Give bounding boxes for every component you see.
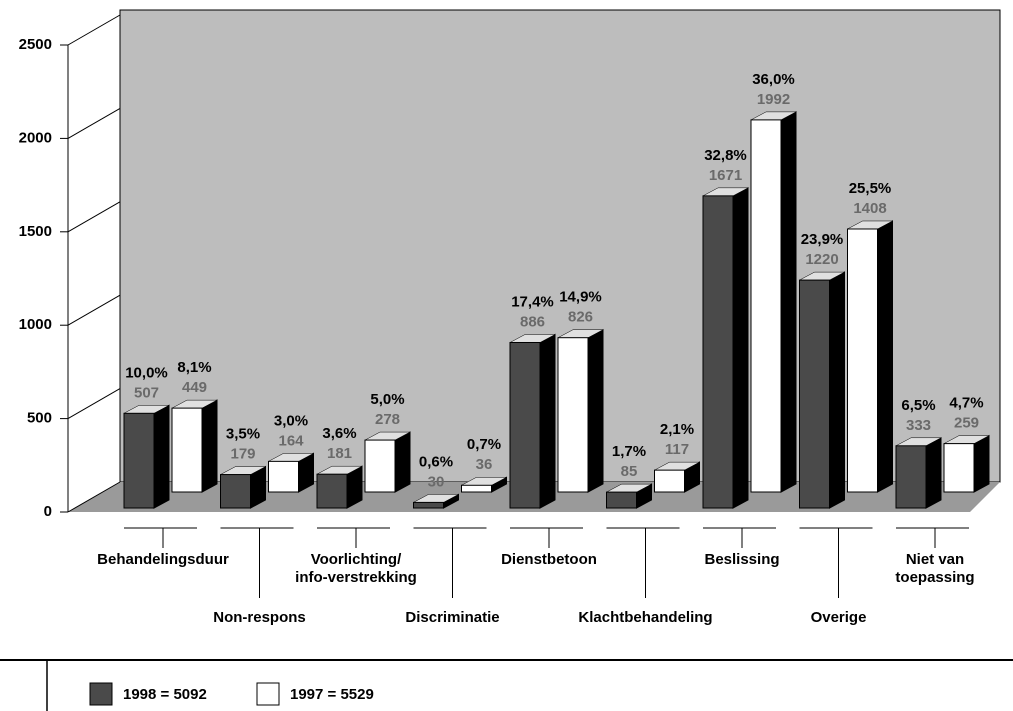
- bar: [509, 341, 541, 509]
- x-tick-label: Non-respons: [213, 609, 306, 626]
- y-tick-label: 2000: [19, 129, 52, 146]
- x-tick-label: Behandelingsduur: [97, 551, 229, 568]
- grid-line: [67, 14, 121, 46]
- x-tick-label: Beslissing: [704, 551, 780, 568]
- bar-side: [780, 111, 797, 493]
- percent-label: 25,5%: [849, 180, 892, 197]
- percent-label: 6,5%: [901, 397, 935, 414]
- bar-side: [732, 187, 749, 509]
- percent-label: 3,0%: [274, 412, 308, 429]
- percent-label: 23,9%: [801, 231, 844, 248]
- data-label: 36: [476, 456, 493, 473]
- bar: [799, 279, 830, 509]
- data-label: 333: [906, 417, 931, 434]
- bar: [895, 445, 927, 509]
- x-tick-label: Dienstbetoon: [501, 551, 597, 568]
- bar: [461, 484, 492, 493]
- bar: [654, 469, 685, 493]
- bar: [123, 412, 155, 509]
- data-label: 117: [665, 441, 689, 458]
- legend-label: 1997 = 5529: [290, 686, 374, 703]
- percent-label: 2,1%: [660, 421, 694, 438]
- data-label: 85: [621, 463, 638, 480]
- bar-side: [539, 333, 556, 509]
- data-label: 1992: [757, 91, 790, 108]
- percent-label: 3,5%: [226, 426, 260, 443]
- bar: [557, 337, 589, 493]
- percent-label: 3,6%: [322, 425, 356, 442]
- bar: [943, 443, 975, 493]
- data-label: 164: [278, 432, 304, 449]
- bar: [413, 501, 444, 509]
- data-label: 886: [520, 313, 545, 330]
- bar: [606, 491, 637, 509]
- bar: [316, 473, 348, 509]
- data-label: 826: [568, 309, 593, 326]
- y-tick-label: 1500: [19, 223, 52, 240]
- percent-label: 36,0%: [752, 71, 795, 88]
- percent-label: 0,6%: [419, 453, 453, 470]
- grid-line: [67, 481, 121, 513]
- bar: [171, 407, 203, 493]
- bar-side: [829, 271, 845, 509]
- percent-label: 4,7%: [949, 395, 983, 412]
- y-tick-label: 0: [44, 503, 52, 520]
- y-tick-label: 1000: [19, 316, 52, 333]
- legend-swatch: [256, 682, 280, 706]
- x-tick-label: Niet van toepassing: [895, 551, 975, 586]
- data-label: 179: [230, 446, 255, 463]
- bar-side: [973, 434, 990, 493]
- data-label: 507: [134, 384, 159, 401]
- bar: [268, 460, 299, 493]
- data-label: 1671: [709, 167, 742, 184]
- bar-side: [925, 436, 942, 509]
- bar: [702, 195, 734, 509]
- x-tick-label: Discriminatie: [405, 609, 500, 626]
- data-label: 259: [954, 415, 979, 432]
- grid-line: [67, 388, 121, 420]
- bar: [750, 119, 782, 493]
- percent-label: 14,9%: [559, 289, 602, 306]
- bar-side: [153, 404, 170, 509]
- percent-label: 1,7%: [612, 443, 646, 460]
- percent-label: 32,8%: [704, 147, 747, 164]
- grid-line: [67, 201, 121, 233]
- bar: [364, 439, 396, 493]
- y-tick-label: 2500: [19, 36, 52, 53]
- y-tick-label: 500: [27, 410, 52, 427]
- bar-side: [587, 328, 604, 493]
- grid-line: [67, 107, 121, 139]
- legend-label: 1998 = 5092: [123, 686, 207, 703]
- grid-line: [67, 294, 121, 326]
- bar-side: [201, 399, 218, 493]
- bar-side: [394, 431, 411, 493]
- data-label: 1220: [805, 251, 838, 268]
- percent-label: 5,0%: [370, 391, 404, 408]
- x-tick-label: Klachtbehandeling: [578, 609, 713, 626]
- data-label: 449: [182, 379, 207, 396]
- data-label: 30: [428, 473, 445, 490]
- bar-side: [877, 220, 893, 493]
- percent-label: 17,4%: [511, 293, 554, 310]
- x-tick-label: Overige: [810, 609, 867, 626]
- bar: [220, 474, 251, 509]
- bar: [847, 228, 878, 493]
- data-label: 278: [375, 411, 400, 428]
- percent-label: 10,0%: [125, 364, 168, 381]
- percent-label: 0,7%: [467, 436, 501, 453]
- data-label: 181: [327, 445, 352, 462]
- x-tick-label: Voorlichting/ info-verstrekking: [295, 551, 417, 586]
- legend-swatch: [89, 682, 113, 706]
- data-label: 1408: [853, 200, 886, 217]
- percent-label: 8,1%: [177, 359, 211, 376]
